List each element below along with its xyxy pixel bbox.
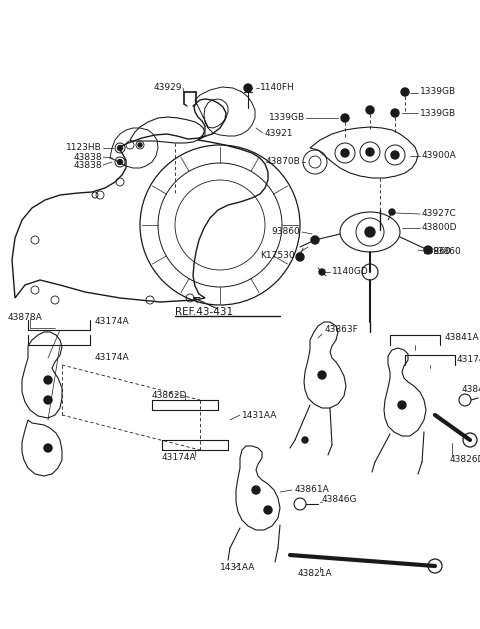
Text: 43800D: 43800D [422, 223, 457, 233]
Circle shape [138, 143, 142, 147]
Circle shape [44, 376, 52, 384]
Text: 1140GD: 1140GD [332, 267, 369, 277]
Text: 43846G: 43846G [322, 496, 358, 504]
Text: 43821A: 43821A [298, 569, 333, 579]
Text: 43900A: 43900A [422, 150, 457, 160]
Text: 93860: 93860 [422, 247, 451, 257]
Circle shape [318, 371, 326, 379]
Text: REF.43-431: REF.43-431 [175, 307, 233, 317]
Circle shape [365, 227, 375, 237]
Text: 43838: 43838 [73, 152, 102, 162]
Circle shape [296, 253, 304, 261]
Text: 1140FH: 1140FH [260, 82, 295, 91]
Circle shape [118, 145, 122, 150]
Circle shape [341, 114, 349, 122]
Circle shape [44, 444, 52, 452]
Circle shape [311, 236, 319, 244]
Circle shape [366, 148, 374, 156]
Circle shape [44, 396, 52, 404]
Text: 93860: 93860 [271, 228, 300, 237]
Circle shape [244, 84, 252, 92]
Text: 43862D: 43862D [152, 391, 187, 401]
Text: 43174A: 43174A [95, 352, 130, 362]
Text: 43863F: 43863F [325, 325, 359, 335]
Circle shape [391, 109, 399, 117]
Circle shape [366, 106, 374, 114]
Text: 43927C: 43927C [422, 209, 457, 218]
Text: 1339GB: 1339GB [269, 113, 305, 123]
Text: 43826D: 43826D [450, 455, 480, 464]
Text: 43174A: 43174A [95, 318, 130, 326]
Text: 1431AA: 1431AA [242, 411, 277, 420]
Text: 43921: 43921 [265, 128, 293, 138]
Text: 43929: 43929 [154, 84, 182, 92]
Circle shape [319, 269, 325, 275]
Text: 43838: 43838 [73, 160, 102, 169]
Text: 1431AA: 1431AA [220, 564, 255, 572]
Circle shape [398, 401, 406, 409]
Text: 43174A: 43174A [162, 454, 197, 462]
Circle shape [401, 88, 409, 96]
Text: 43861A: 43861A [295, 486, 330, 494]
Text: 43841A: 43841A [445, 333, 480, 343]
Text: 43870B: 43870B [265, 157, 300, 167]
Circle shape [424, 246, 432, 254]
Text: 43174A: 43174A [457, 355, 480, 364]
Text: K17530: K17530 [260, 252, 295, 260]
Circle shape [302, 437, 308, 443]
Circle shape [252, 486, 260, 494]
Circle shape [389, 209, 395, 215]
Text: 1123HB: 1123HB [66, 143, 102, 152]
Circle shape [391, 151, 399, 159]
Circle shape [341, 149, 349, 157]
Text: 43846G: 43846G [462, 386, 480, 394]
Circle shape [118, 160, 122, 165]
Circle shape [264, 506, 272, 514]
Text: 1339GB: 1339GB [420, 108, 456, 118]
Text: 93860: 93860 [432, 247, 461, 257]
Text: 1339GB: 1339GB [420, 87, 456, 96]
Text: 43878A: 43878A [8, 313, 43, 323]
